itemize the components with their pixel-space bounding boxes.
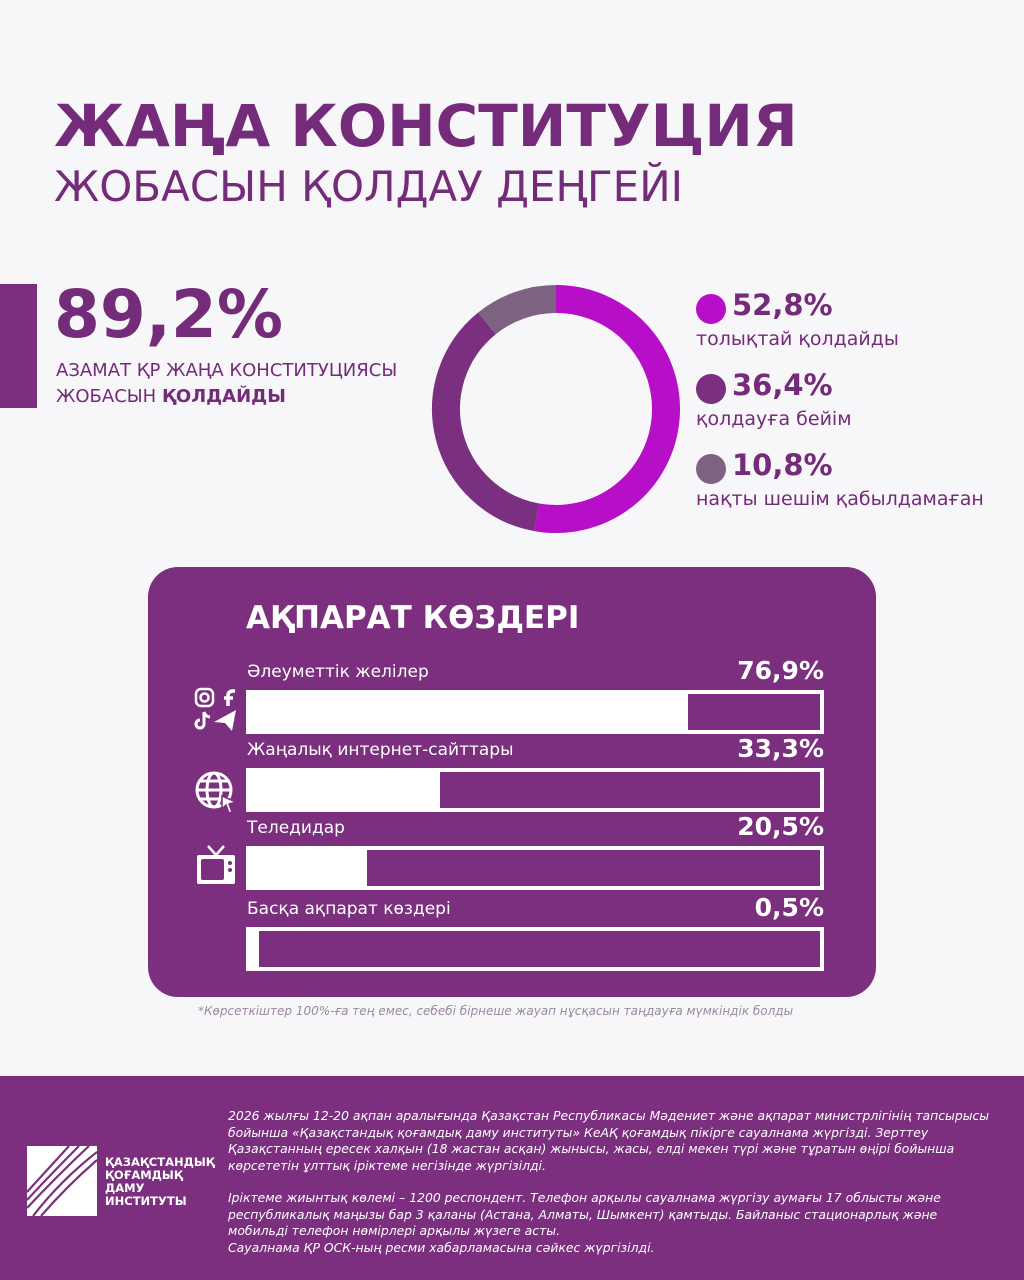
methodology-paragraph: Сауалнама ҚР ОСК-ның ресми хабарламасына… [228, 1239, 655, 1255]
legend-swatch [696, 374, 726, 404]
headline-caption-prefix: ЖОБАСЫН [56, 386, 162, 407]
legend-label: нақты шешім қабылдамаған [696, 488, 984, 510]
donut-chart [432, 285, 680, 533]
bar-value-label: 76,9% [737, 656, 824, 685]
bar-value-label: 33,3% [737, 734, 824, 763]
headline-value: 89,2% [54, 276, 283, 353]
legend-swatch [696, 294, 726, 324]
bar-label: Жаңалық интернет-сайттары [247, 740, 514, 760]
institute-logo-icon [27, 1146, 97, 1216]
headline-caption-line1: АЗАМАТ ҚР ЖАҢА КОНСТИТУЦИЯСЫ [56, 360, 398, 381]
tv-icon [197, 845, 235, 884]
legend-label: қолдауға бейім [696, 408, 852, 430]
legend-item: 52,8% толықтай қолдайды [696, 286, 996, 356]
bar-track [246, 690, 824, 734]
legend-label: толықтай қолдайды [696, 328, 899, 350]
logo-text: ИНСТИТУТЫ [105, 1194, 187, 1208]
globe-cursor-icon [195, 771, 239, 814]
legend-item: 36,4% қолдауға бейім [696, 366, 996, 436]
page-subtitle: ЖОБАСЫН ҚОЛДАУ ДЕҢГЕЙІ [54, 162, 683, 211]
logo-text: ҚАЗАҚСТАНДЫҚ [105, 1155, 215, 1169]
methodology-text: 2026 жылғы 12-20 ақпан аралығында Қазақс… [228, 1108, 998, 1256]
bar [250, 931, 259, 967]
accent-bar [0, 284, 37, 408]
social-media-icon [194, 687, 236, 731]
bar [250, 850, 367, 886]
logo-text: ҚОҒАМДЫҚ [105, 1168, 183, 1182]
bar-track [246, 927, 824, 971]
bar-value-label: 20,5% [737, 812, 824, 841]
headline-caption: АЗАМАТ ҚР ЖАҢА КОНСТИТУЦИЯСЫ ЖОБАСЫН ҚОЛ… [56, 358, 397, 410]
footnote: *Көрсеткіштер 100%-ға тең емес, себебі б… [198, 1004, 794, 1018]
methodology-paragraph: Іріктеме жиынтық көлемі – 1200 респонден… [228, 1190, 941, 1238]
bar-value-label: 0,5% [754, 893, 824, 922]
logo-text: ДАМУ [105, 1181, 145, 1195]
donut-slice [432, 312, 540, 532]
page-title: ЖАҢА КОНСТИТУЦИЯ [54, 92, 798, 160]
bar [250, 694, 689, 730]
legend-value: 10,8% [732, 448, 833, 482]
sources-title: АҚПАРАТ КӨЗДЕРІ [246, 600, 580, 636]
bar-label: Басқа ақпарат көздері [247, 899, 451, 919]
donut-slice [534, 285, 680, 533]
bar-track [246, 768, 824, 812]
bar-label: Әлеуметтік желілер [247, 662, 429, 682]
legend-value: 52,8% [732, 288, 833, 322]
footer [0, 1076, 1024, 1280]
bar-track [246, 846, 824, 890]
legend-item: 10,8% нақты шешім қабылдамаған [696, 446, 1016, 516]
institute-name: ҚАЗАҚСТАНДЫҚ ҚОҒАМДЫҚ ДАМУ ИНСТИТУТЫ [105, 1156, 215, 1208]
bar-label: Теледидар [247, 818, 345, 838]
legend-swatch [696, 454, 726, 484]
headline-caption-bold: ҚОЛДАЙДЫ [161, 386, 286, 407]
bar [250, 772, 440, 808]
legend-value: 36,4% [732, 368, 833, 402]
methodology-paragraph: 2026 жылғы 12-20 ақпан аралығында Қазақс… [228, 1108, 990, 1173]
donut-slice [478, 285, 557, 335]
